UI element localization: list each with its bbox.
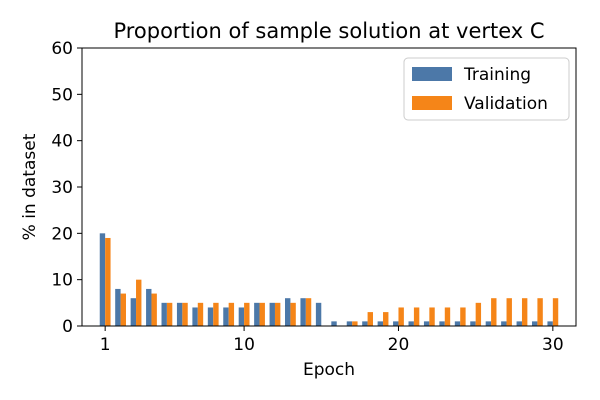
- validation-bar: [228, 302, 235, 326]
- y-tick-label: 40: [51, 132, 73, 152]
- y-tick-label: 0: [62, 317, 73, 337]
- x-tick-label: 20: [388, 335, 410, 355]
- validation-bar: [182, 302, 188, 326]
- validation-bar: [352, 321, 358, 326]
- chart-title: Proportion of sample solution at vertex …: [113, 19, 544, 43]
- training-bar: [315, 302, 322, 326]
- training-bar: [501, 321, 507, 326]
- x-tick-label: 10: [233, 335, 255, 355]
- validation-bar: [460, 307, 466, 326]
- training-bar: [207, 307, 214, 326]
- validation-legend-swatch: [412, 96, 452, 110]
- training-bar: [285, 298, 291, 326]
- training-bar: [254, 302, 260, 326]
- validation-bar: [506, 298, 512, 326]
- validation-bar: [259, 302, 265, 326]
- training-bar: [223, 307, 229, 326]
- training-bar: [346, 321, 353, 326]
- y-axis-label: % in dataset: [20, 133, 40, 240]
- validation-bar: [120, 293, 126, 326]
- training-bar: [269, 302, 275, 326]
- training-bar: [176, 302, 183, 326]
- training-bar: [192, 307, 198, 326]
- validation-bar: [552, 298, 559, 326]
- training-bar: [470, 321, 476, 326]
- training-bar: [439, 321, 445, 326]
- training-bar: [161, 302, 167, 326]
- y-tick-label: 50: [51, 85, 73, 105]
- validation-bar: [383, 312, 389, 326]
- plot-area: 0 10 20 30 40 50 60 1 10 20 30: [51, 39, 577, 355]
- training-bar: [238, 307, 245, 326]
- training-bar: [115, 288, 121, 326]
- validation-bar: [475, 302, 482, 326]
- training-bar: [454, 321, 461, 326]
- training-bar: [99, 233, 106, 326]
- training-bar: [532, 321, 538, 326]
- validation-bar: [491, 298, 497, 326]
- validation-bar: [213, 302, 219, 326]
- validation-bar: [136, 279, 142, 326]
- validation-bar: [537, 298, 543, 326]
- validation-bar: [398, 307, 404, 326]
- x-axis-label: Epoch: [303, 360, 355, 380]
- training-bar: [377, 321, 384, 326]
- validation-legend-label: Validation: [464, 94, 548, 114]
- y-tick-label: 60: [51, 39, 73, 59]
- training-bar: [547, 321, 553, 326]
- training-bar: [300, 298, 306, 326]
- validation-bar: [197, 302, 204, 326]
- training-bar: [331, 321, 337, 326]
- training-bar: [423, 321, 430, 326]
- validation-bar: [105, 237, 111, 326]
- training-bar: [485, 321, 492, 326]
- training-bar: [130, 298, 137, 326]
- validation-bar: [290, 302, 296, 326]
- training-bar: [408, 321, 414, 326]
- validation-bar: [521, 298, 528, 326]
- validation-bar: [367, 312, 373, 326]
- training-legend-label: Training: [463, 65, 531, 85]
- validation-bar: [413, 307, 420, 326]
- training-bar: [362, 321, 368, 326]
- training-bar: [146, 288, 152, 326]
- validation-bar: [429, 307, 435, 326]
- y-tick-label: 20: [51, 224, 73, 244]
- validation-bar: [151, 293, 157, 326]
- validation-bar: [444, 307, 451, 326]
- legend: Training Validation: [403, 57, 570, 121]
- validation-bar: [244, 302, 250, 326]
- y-tick-label: 10: [51, 271, 73, 291]
- validation-bar: [274, 302, 281, 326]
- x-tick-label: 1: [100, 335, 111, 355]
- x-tick-label: 30: [542, 335, 564, 355]
- training-bar: [393, 321, 399, 326]
- validation-bar: [305, 298, 312, 326]
- y-tick-label: 30: [51, 178, 73, 198]
- validation-bar: [166, 302, 173, 326]
- training-legend-swatch: [412, 67, 452, 81]
- training-bar: [516, 321, 522, 326]
